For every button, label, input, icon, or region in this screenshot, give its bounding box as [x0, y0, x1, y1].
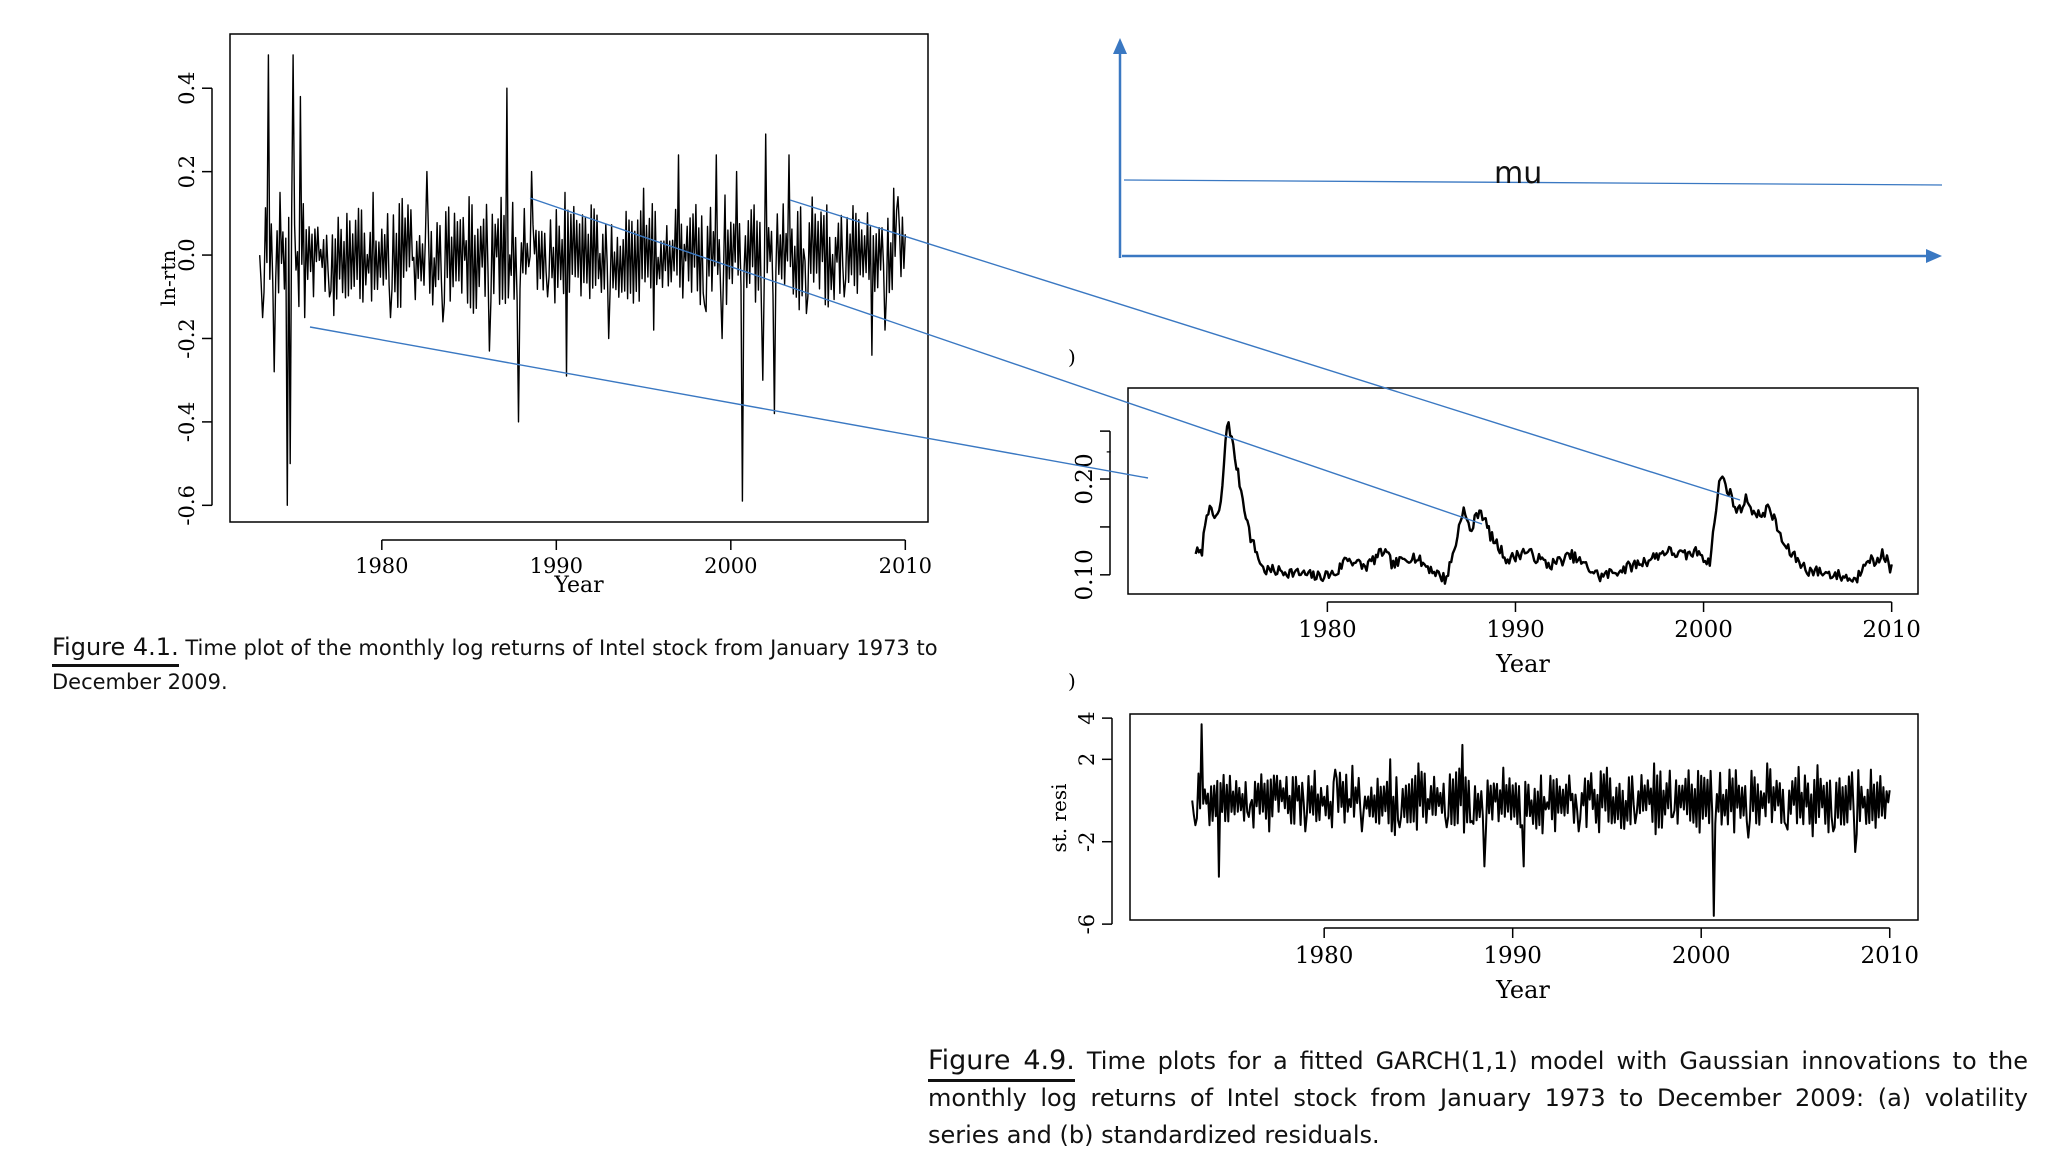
y-tick-label: 0.10	[1072, 549, 1098, 600]
x-tick-label: 2010	[1862, 617, 1921, 643]
stray-mark: )	[1068, 669, 1076, 693]
figure-4-1-label: Figure 4.1.	[52, 633, 179, 661]
y-axis: -6 -2 2 4	[1075, 711, 1113, 934]
stray-mark: )	[1068, 345, 1076, 369]
chart-std-residuals: 1980 1990 2000 2010 -6 -2 2 4 Year st. resi	[1047, 711, 1919, 1004]
sketch-x-arrowhead	[1926, 249, 1942, 263]
y-tick-label: 0.4	[175, 72, 199, 105]
connector-line	[789, 199, 1741, 501]
x-tick-label: 1980	[1298, 617, 1357, 643]
figure-4-9-label: Figure 4.9.	[928, 1045, 1075, 1076]
mu-line	[1123, 179, 1943, 186]
x-tick-label: 2000	[704, 554, 757, 578]
mu-label: mu	[1494, 156, 1543, 191]
connector-line	[529, 197, 1483, 525]
figure-4-1-caption: Figure 4.1. Time plot of the monthly log…	[52, 630, 1052, 699]
y-tick-label: -2	[1075, 831, 1099, 851]
x-tick-label: 1990	[530, 554, 583, 578]
y-tick-label: 2	[1075, 753, 1099, 766]
y-axis: -0.6 -0.4 -0.2 0.0 0.2 0.4	[175, 72, 213, 526]
sketch-y-arrowhead	[1113, 38, 1127, 54]
annotation-connectors	[309, 197, 1741, 525]
chart-volatility: 1980 1990 2000 2010 0.10 0.20 Year	[1072, 387, 1921, 678]
y-tick-label: -0.4	[175, 402, 199, 443]
y-axis-label: ln-rtn	[156, 250, 180, 307]
y-tick-label: 0.2	[175, 155, 199, 188]
plot-frame	[1129, 713, 1919, 921]
series-line-st-resi	[1191, 723, 1891, 917]
y-tick-label: 0.20	[1072, 453, 1098, 504]
x-tick-label: 2000	[1672, 943, 1731, 969]
y-tick-label: -6	[1075, 914, 1099, 934]
series-line-ln-rtn	[259, 54, 906, 506]
y-axis: 0.10 0.20	[1072, 430, 1111, 600]
chart-log-returns: 1980 1990 2000 2010 -0.6 -0.4 -0.2 0.0 0.2 0.4 Y…	[156, 33, 932, 598]
x-axis-label: Year	[553, 573, 604, 598]
x-axis-label: Year	[1495, 650, 1550, 678]
x-axis: 1980 1990 2000 2010	[355, 539, 932, 578]
series-line-volatility	[1194, 421, 1893, 585]
x-tick-label: 2010	[879, 554, 932, 578]
x-tick-label: 1980	[355, 554, 408, 578]
y-tick-label: 0.0	[175, 238, 199, 271]
x-axis-label: Year	[1495, 976, 1550, 1004]
x-tick-label: 2000	[1674, 617, 1733, 643]
y-axis-label: st. resi	[1047, 783, 1071, 852]
x-tick-label: 1990	[1486, 617, 1545, 643]
x-axis: 1980 1990 2000 2010	[1298, 601, 1921, 643]
figure-4-9-text: Time plots for a fitted GARCH(1,1) model…	[928, 1047, 2028, 1149]
mu-sketch	[1113, 38, 1943, 263]
plot-frame	[229, 33, 929, 523]
x-tick-label: 1980	[1295, 943, 1354, 969]
figure-4-9-caption: Figure 4.9. Time plots for a fitted GARC…	[928, 1042, 2028, 1154]
x-tick-label: 2010	[1860, 943, 1919, 969]
x-tick-label: 1990	[1483, 943, 1542, 969]
plot-frame	[1127, 387, 1919, 595]
y-tick-label: -0.2	[175, 318, 199, 359]
y-tick-label: -0.6	[175, 485, 199, 526]
connector-line	[309, 326, 1149, 479]
y-tick-label: 4	[1075, 711, 1099, 724]
x-axis: 1980 1990 2000 2010	[1295, 927, 1919, 969]
stray-mark: -	[1106, 441, 1111, 460]
figure-4-1-text: Time plot of the monthly log returns of …	[52, 636, 938, 694]
